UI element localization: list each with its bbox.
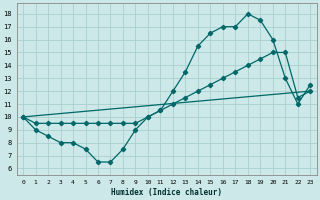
X-axis label: Humidex (Indice chaleur): Humidex (Indice chaleur) [111, 188, 222, 197]
